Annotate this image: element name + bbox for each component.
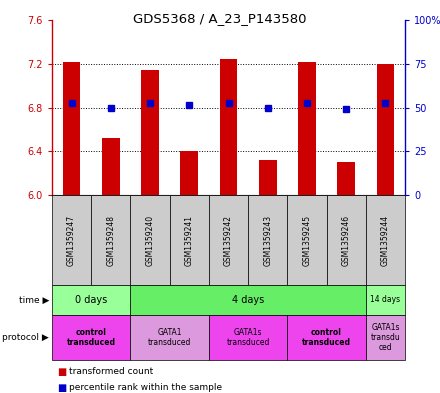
Text: transformed count: transformed count [69,367,153,376]
Text: GDS5368 / A_23_P143580: GDS5368 / A_23_P143580 [133,12,307,25]
Text: GSM1359244: GSM1359244 [381,215,390,266]
Text: percentile rank within the sample: percentile rank within the sample [69,384,222,393]
Text: protocol ▶: protocol ▶ [2,333,49,342]
Text: ■: ■ [57,367,66,377]
Bar [63,62,81,195]
Bar [259,160,277,195]
Text: 4 days: 4 days [232,295,264,305]
Bar [180,151,198,195]
Bar [141,70,159,195]
Bar [298,62,316,195]
Text: control
transduced: control transduced [302,328,351,347]
Bar [102,138,120,195]
Text: 0 days: 0 days [75,295,107,305]
Text: GATA1s
transdu
ced: GATA1s transdu ced [370,323,400,353]
Text: GSM1359246: GSM1359246 [342,215,351,266]
Bar [337,162,355,195]
Text: GSM1359245: GSM1359245 [302,215,312,266]
Text: GSM1359247: GSM1359247 [67,215,76,266]
Text: GSM1359248: GSM1359248 [106,215,115,266]
Text: control
transduced: control transduced [67,328,116,347]
Text: time ▶: time ▶ [18,296,49,305]
Text: GSM1359240: GSM1359240 [146,215,154,266]
Text: ■: ■ [57,383,66,393]
Text: GSM1359241: GSM1359241 [185,215,194,266]
Text: GATA1
transduced: GATA1 transduced [148,328,191,347]
Text: 14 days: 14 days [370,296,400,305]
Text: GATA1s
transduced: GATA1s transduced [227,328,270,347]
Text: GSM1359243: GSM1359243 [263,215,272,266]
Bar [377,64,394,195]
Text: GSM1359242: GSM1359242 [224,215,233,266]
Bar [220,59,237,195]
